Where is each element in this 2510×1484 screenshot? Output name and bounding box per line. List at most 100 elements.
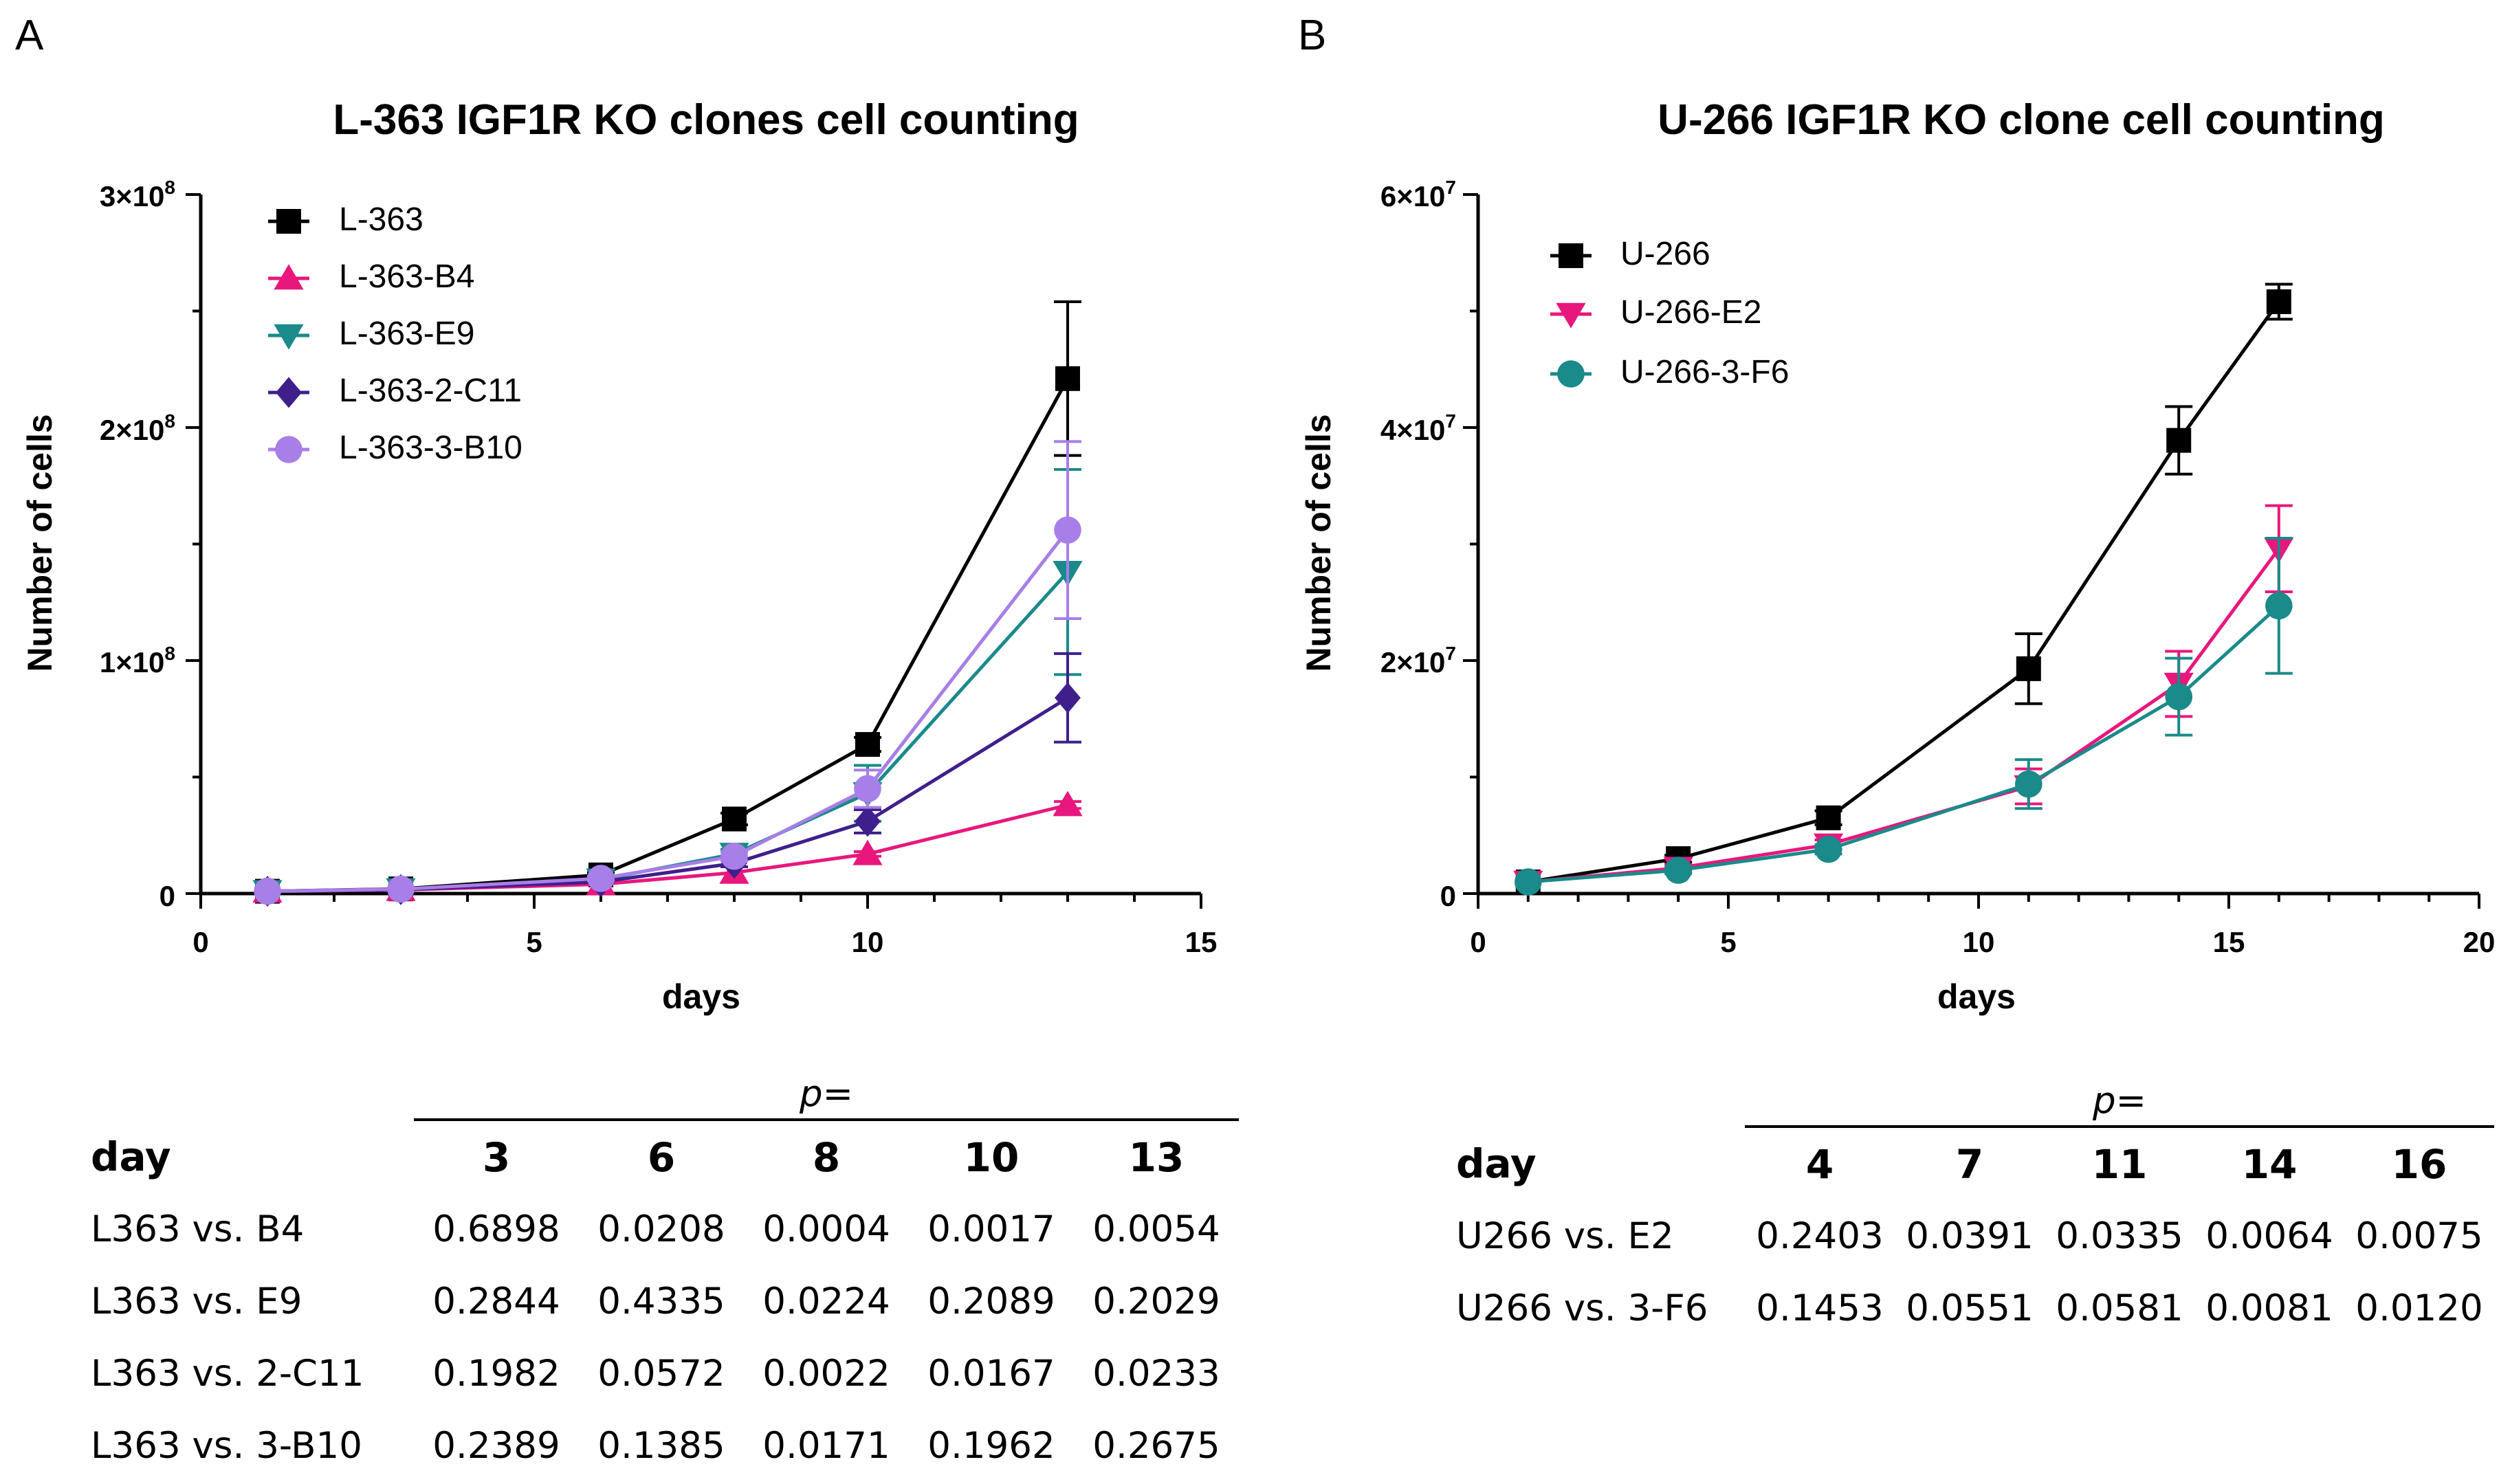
p-value: 0.0120 xyxy=(2355,1287,2483,1329)
p-value: 0.0075 xyxy=(2355,1215,2483,1257)
day-header: 13 xyxy=(1128,1133,1185,1181)
panel-a-x-tick-label: 5 xyxy=(526,926,542,958)
p-value: 0.0581 xyxy=(2056,1287,2183,1329)
legend-marker xyxy=(275,436,302,463)
legend-item-u-266-3-f6: U-266-3-F6 xyxy=(1550,354,1789,390)
panel-b-x-tick-label: 20 xyxy=(2463,926,2496,958)
p-value: 0.2844 xyxy=(432,1281,560,1322)
series-u-266-3-f6 xyxy=(1515,537,2293,896)
p-value: 0.1962 xyxy=(927,1425,1055,1467)
p-value: 0.0224 xyxy=(762,1281,890,1322)
table-row: U266 vs. E2 0.2403 0.0391 0.0335 0.0064 … xyxy=(1456,1200,2494,1272)
data-point xyxy=(1055,682,1081,713)
p-value: 0.0171 xyxy=(762,1425,890,1467)
p-value: 0.0022 xyxy=(762,1353,890,1395)
day-header: 3 xyxy=(482,1133,511,1181)
day-label: day xyxy=(1456,1140,1537,1187)
p-value: 0.2029 xyxy=(1092,1281,1220,1322)
data-point xyxy=(855,806,881,837)
data-point xyxy=(1816,805,1841,830)
legend-label: L-363-B4 xyxy=(339,258,474,295)
legend-label: L-363-2-C11 xyxy=(339,373,522,409)
row-label: L363 vs. 2-C11 xyxy=(91,1353,364,1395)
data-point xyxy=(587,865,615,892)
panel-b-x-axis-title: days xyxy=(1937,977,2016,1016)
p-value: 0.0335 xyxy=(2056,1215,2183,1257)
p-value: 0.0551 xyxy=(1906,1287,2034,1329)
series-line xyxy=(267,696,1069,894)
p-label: p= xyxy=(1745,1076,2494,1128)
legend-marker xyxy=(1556,302,1586,329)
day-header: 16 xyxy=(2391,1140,2447,1188)
data-point xyxy=(1054,516,1081,544)
legend-item-l-363-b4: L-363-B4 xyxy=(268,258,474,295)
data-point xyxy=(2015,770,2043,798)
legend-label: L-363 xyxy=(339,201,423,238)
legend-label: L-363-E9 xyxy=(339,315,474,352)
p-value: 0.4335 xyxy=(597,1281,725,1322)
legend-item-l-363: L-363 xyxy=(268,201,423,238)
legend-item-l-363-e9: L-363-E9 xyxy=(268,315,474,352)
panel-b-y-tick-label: 2×107 xyxy=(1380,643,1456,678)
panel-b-p-value-table: p= day 4 7 11 14 16 U266 vs. E2 0.2403 0… xyxy=(1456,1076,2494,1344)
day-header: 4 xyxy=(1805,1140,1834,1188)
figure: A L-363 IGF1R KO clones cell counting Nu… xyxy=(15,12,2495,1016)
p-value: 0.6898 xyxy=(432,1208,560,1250)
p-value: 0.0167 xyxy=(927,1353,1055,1395)
row-label: U266 vs. E2 xyxy=(1456,1215,1674,1257)
data-point xyxy=(855,732,880,757)
legend-marker xyxy=(274,264,304,290)
row-label: U266 vs. 3-F6 xyxy=(1456,1287,1708,1329)
panel-a-x-tick-label: 10 xyxy=(852,926,884,958)
data-point xyxy=(852,839,883,865)
table-row: L363 vs. E9 0.2844 0.4335 0.0224 0.2089 … xyxy=(91,1265,1239,1338)
p-header-row: p= xyxy=(1456,1076,2494,1128)
legend-label: U-266 xyxy=(1620,236,1710,272)
panel-a-series xyxy=(252,300,1083,907)
panel-b-y-tick-label: 4×107 xyxy=(1380,410,1456,446)
data-point xyxy=(1664,856,1692,884)
p-value: 0.2403 xyxy=(1756,1215,1884,1257)
p-value: 0.0054 xyxy=(1092,1208,1220,1250)
legend-item-l-363-3-b10: L-363-3-B10 xyxy=(268,430,522,466)
series-line xyxy=(1528,604,2280,884)
data-point xyxy=(1814,835,1842,863)
panel-a-letter: A xyxy=(15,12,44,59)
p-value: 0.1453 xyxy=(1756,1287,1884,1329)
p-value: 0.0233 xyxy=(1092,1353,1220,1395)
data-point xyxy=(254,877,281,905)
panel-b-x-tick-label: 15 xyxy=(2213,926,2245,958)
panel-b-x-tick-label: 5 xyxy=(1720,926,1736,958)
series-line xyxy=(1528,300,2280,884)
table-row: L363 vs. 3-B10 0.2389 0.1385 0.0171 0.19… xyxy=(91,1410,1239,1482)
panel-a-x-tick-label: 15 xyxy=(1185,926,1218,958)
p-value: 0.0081 xyxy=(2205,1287,2333,1329)
p-value: 0.0017 xyxy=(927,1208,1055,1250)
panel-b-series xyxy=(1513,283,2294,896)
data-point xyxy=(387,875,415,903)
p-value: 0.2389 xyxy=(432,1425,560,1467)
panel-b-legend: U-266 U-266-E2 U-266-3-F6 xyxy=(1550,236,1789,390)
panel-b: B U-266 IGF1R KO clone cell counting Num… xyxy=(1298,12,2495,1016)
panel-b-y-tick-label: 6×107 xyxy=(1380,177,1456,212)
day-header-row: day 4 7 11 14 16 xyxy=(1456,1127,2494,1200)
day-header-row: day 3 6 8 10 13 xyxy=(91,1120,1239,1193)
legend-marker xyxy=(1557,360,1585,388)
p-value: 0.2675 xyxy=(1092,1425,1220,1467)
panel-a-legend: L-363 L-363-B4 L-363-E9 L-363-2-C11 L-36… xyxy=(268,201,522,466)
series-l-363-3-b10 xyxy=(254,440,1081,905)
data-point xyxy=(1055,366,1080,391)
data-point xyxy=(2266,289,2291,314)
legend-label: U-266-3-F6 xyxy=(1620,354,1789,390)
series-l-363-e9 xyxy=(252,468,1083,906)
panel-b-title: U-266 IGF1R KO clone cell counting xyxy=(1658,96,2385,144)
series-line xyxy=(267,571,1069,894)
p-value: 0.0064 xyxy=(2205,1215,2333,1257)
p-value: 0.2089 xyxy=(927,1281,1055,1322)
data-point xyxy=(854,775,881,803)
legend-marker xyxy=(276,377,302,408)
day-header: 6 xyxy=(647,1133,676,1181)
table-row: U266 vs. 3-F6 0.1453 0.0551 0.0581 0.008… xyxy=(1456,1272,2494,1344)
panel-b-y-axis-title: Number of cells xyxy=(1299,414,1338,672)
panel-b-y-tick-label: 0 xyxy=(1440,880,1456,912)
